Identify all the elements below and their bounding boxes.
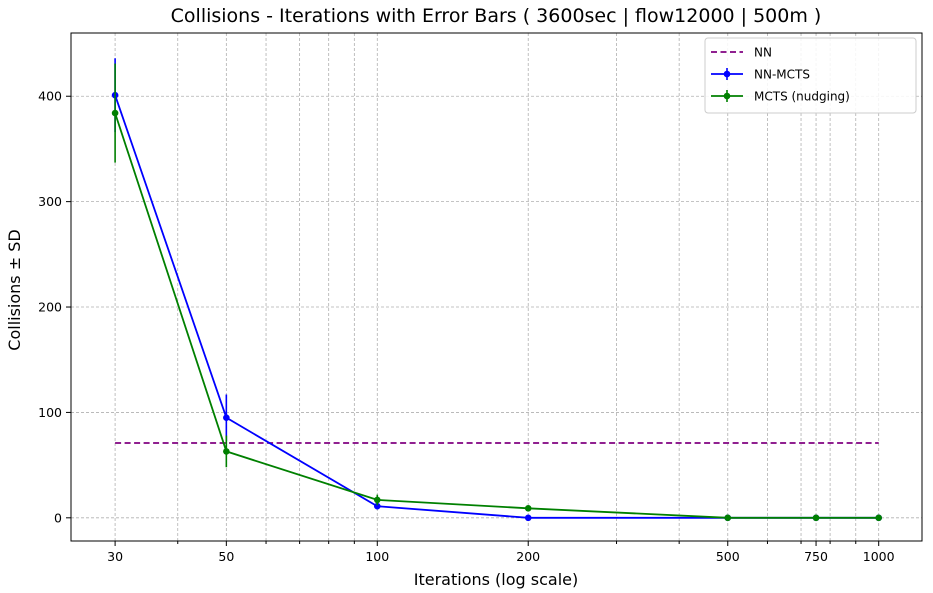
y-tick-label: 300 — [38, 194, 62, 209]
legend-marker — [723, 70, 731, 78]
x-tick-label: 30 — [107, 549, 123, 564]
y-tick-label: 200 — [38, 300, 62, 315]
data-point — [373, 496, 381, 504]
x-tick-label: 200 — [516, 549, 540, 564]
data-point — [524, 514, 532, 522]
y-tick-label: 0 — [54, 510, 62, 525]
series-mcts-nudging — [111, 63, 882, 522]
data-point — [875, 514, 882, 522]
legend-marker — [723, 92, 731, 100]
chart-title: Collisions - Iterations with Error Bars … — [171, 5, 822, 27]
x-tick-label: 500 — [716, 549, 740, 564]
data-point — [373, 502, 381, 510]
legend-label: NN — [754, 46, 772, 60]
series-layer — [111, 58, 882, 522]
plot-frame — [70, 32, 923, 542]
data-point — [524, 505, 532, 512]
x-tick-label: 100 — [365, 549, 389, 564]
legend-label: MCTS (nudging) — [754, 90, 850, 104]
x-tick-label: 50 — [218, 549, 234, 564]
x-axis-label: Iterations (log scale) — [414, 570, 578, 589]
x-axis-ticks: 30 50 100 200 500 750 1000 — [107, 541, 895, 564]
y-axis-ticks: 0 100 200 300 400 — [38, 89, 71, 525]
data-point — [111, 109, 119, 117]
x-tick-label: 750 — [804, 549, 828, 564]
data-point — [724, 514, 732, 522]
series-line — [114, 112, 879, 519]
series-line — [114, 94, 879, 519]
legend: NN NN-MCTS MCTS (nudging) — [704, 37, 917, 114]
data-point — [223, 448, 230, 455]
x-tick-label: 1000 — [863, 549, 895, 564]
data-point — [223, 414, 230, 421]
y-axis-label: Collisions ± SD — [5, 229, 24, 350]
legend-box — [704, 37, 917, 114]
y-tick-label: 400 — [38, 89, 62, 104]
data-point — [812, 514, 820, 522]
legend-label: NN-MCTS — [754, 68, 810, 82]
y-tick-label: 100 — [38, 405, 62, 420]
